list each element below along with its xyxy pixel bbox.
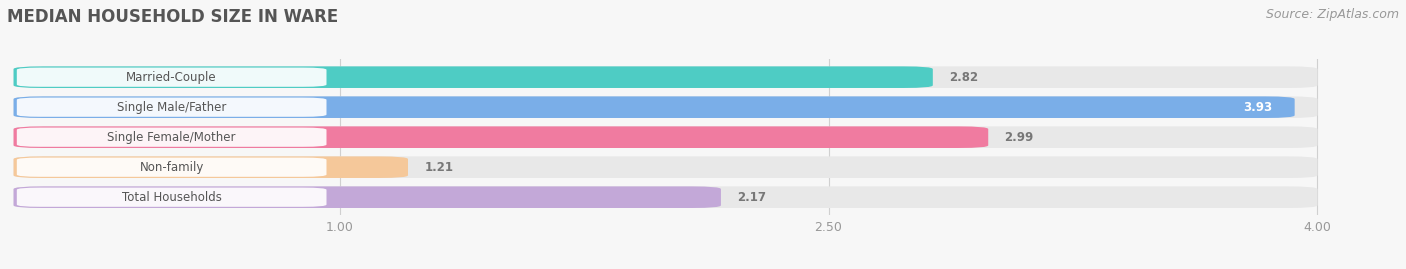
FancyBboxPatch shape	[14, 156, 1317, 178]
Text: Single Male/Father: Single Male/Father	[117, 101, 226, 114]
FancyBboxPatch shape	[14, 186, 721, 208]
Text: Source: ZipAtlas.com: Source: ZipAtlas.com	[1265, 8, 1399, 21]
FancyBboxPatch shape	[14, 126, 1317, 148]
FancyBboxPatch shape	[14, 96, 1295, 118]
FancyBboxPatch shape	[14, 96, 1317, 118]
Text: Single Female/Mother: Single Female/Mother	[107, 131, 236, 144]
FancyBboxPatch shape	[14, 126, 988, 148]
Text: 2.82: 2.82	[949, 71, 979, 84]
Text: Non-family: Non-family	[139, 161, 204, 174]
FancyBboxPatch shape	[17, 158, 326, 177]
FancyBboxPatch shape	[17, 128, 326, 147]
Text: Total Households: Total Households	[122, 191, 222, 204]
FancyBboxPatch shape	[14, 186, 1317, 208]
FancyBboxPatch shape	[17, 68, 326, 87]
FancyBboxPatch shape	[14, 156, 408, 178]
Text: 1.21: 1.21	[425, 161, 453, 174]
FancyBboxPatch shape	[14, 66, 1317, 88]
Text: 3.93: 3.93	[1243, 101, 1272, 114]
FancyBboxPatch shape	[14, 66, 932, 88]
Text: 2.17: 2.17	[737, 191, 766, 204]
FancyBboxPatch shape	[17, 98, 326, 117]
Text: MEDIAN HOUSEHOLD SIZE IN WARE: MEDIAN HOUSEHOLD SIZE IN WARE	[7, 8, 339, 26]
FancyBboxPatch shape	[17, 187, 326, 207]
Text: 2.99: 2.99	[1004, 131, 1033, 144]
Text: Married-Couple: Married-Couple	[127, 71, 217, 84]
